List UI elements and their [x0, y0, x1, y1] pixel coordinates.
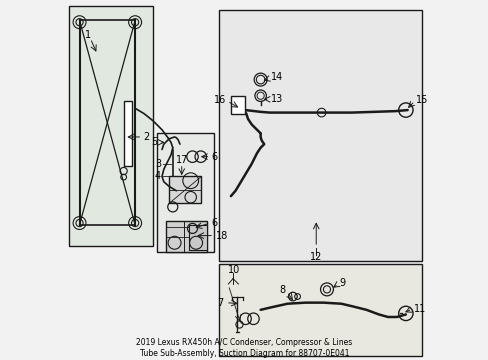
Bar	[169, 176, 201, 203]
Text: 13: 13	[270, 94, 283, 104]
Text: 15: 15	[415, 95, 427, 105]
Text: 14: 14	[270, 72, 283, 82]
Text: 6: 6	[211, 218, 217, 228]
Text: 17: 17	[175, 155, 187, 165]
Bar	[123, 101, 131, 166]
Text: 18: 18	[215, 231, 227, 240]
Bar	[219, 264, 421, 356]
Bar	[69, 6, 153, 246]
Text: 5: 5	[151, 138, 158, 147]
Text: 16: 16	[213, 95, 225, 105]
Text: 2019 Lexus RX450h A/C Condenser, Compressor & Lines
Tube Sub-Assembly, Suction D: 2019 Lexus RX450h A/C Condenser, Compres…	[136, 338, 352, 357]
Text: 8: 8	[278, 285, 285, 295]
Text: 6: 6	[211, 152, 217, 162]
Text: 12: 12	[309, 252, 322, 262]
Text: 3: 3	[155, 159, 161, 169]
Text: 11: 11	[413, 304, 425, 314]
Text: 4: 4	[155, 171, 161, 181]
Bar	[188, 225, 206, 250]
Bar	[165, 221, 206, 252]
Bar	[231, 96, 244, 114]
Text: 10: 10	[228, 265, 240, 275]
Text: 2: 2	[143, 132, 149, 142]
Text: 1: 1	[85, 30, 91, 40]
Text: 9: 9	[339, 278, 345, 288]
Text: 7: 7	[217, 298, 223, 308]
Bar	[156, 134, 214, 252]
Bar	[219, 10, 421, 261]
